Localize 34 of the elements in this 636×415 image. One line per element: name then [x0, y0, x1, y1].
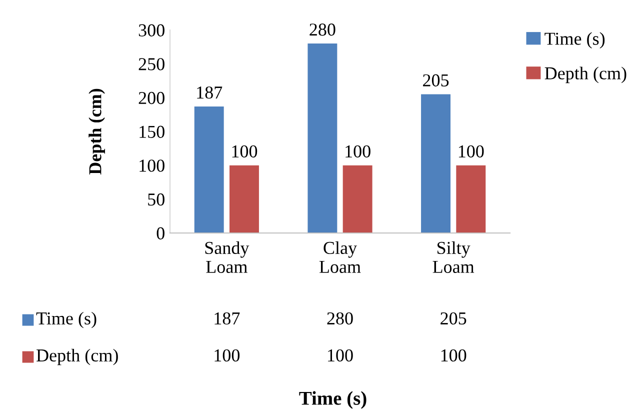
- data-label: 100: [214, 349, 240, 362]
- data-label: 100: [441, 349, 466, 362]
- legend-label: Time (s): [544, 32, 605, 49]
- bar: [342, 165, 372, 233]
- annotation: 100: [458, 145, 484, 158]
- annotation: 280: [310, 24, 336, 36]
- bar: [421, 94, 450, 233]
- bar: [194, 106, 224, 233]
- bar: [456, 165, 486, 233]
- bar: [308, 44, 338, 233]
- y-tick-label: 300: [138, 24, 164, 36]
- legend-label: Depth (cm): [544, 66, 626, 84]
- y-tick-label: 100: [140, 160, 164, 172]
- y-tick-label: 50: [148, 193, 164, 206]
- x-tick-label: Clay Loam: [319, 241, 361, 273]
- y-tick-label: 150: [140, 126, 164, 138]
- y-tick-label: 200: [138, 92, 164, 104]
- annotation: 187: [197, 86, 222, 99]
- text: Time (s): [36, 312, 96, 328]
- text: Depth (cm): [36, 348, 118, 366]
- y-axis-title: Depth (cm): [88, 88, 105, 175]
- y-tick-label: 0: [156, 227, 164, 240]
- annotation: 100: [346, 145, 370, 158]
- bar: [230, 165, 259, 233]
- text: Time (s): [299, 391, 366, 409]
- x-tick-label: Silty Loam: [432, 241, 474, 273]
- y-tick-label: 250: [138, 58, 164, 70]
- annotation: 205: [423, 74, 449, 86]
- data-label: 205: [440, 312, 466, 325]
- data-label: 100: [328, 349, 353, 362]
- annotation: 100: [232, 145, 258, 158]
- x-tick-label: Sandy Loam: [205, 241, 250, 273]
- data-label: 280: [327, 312, 353, 325]
- data-label: 187: [214, 312, 240, 325]
